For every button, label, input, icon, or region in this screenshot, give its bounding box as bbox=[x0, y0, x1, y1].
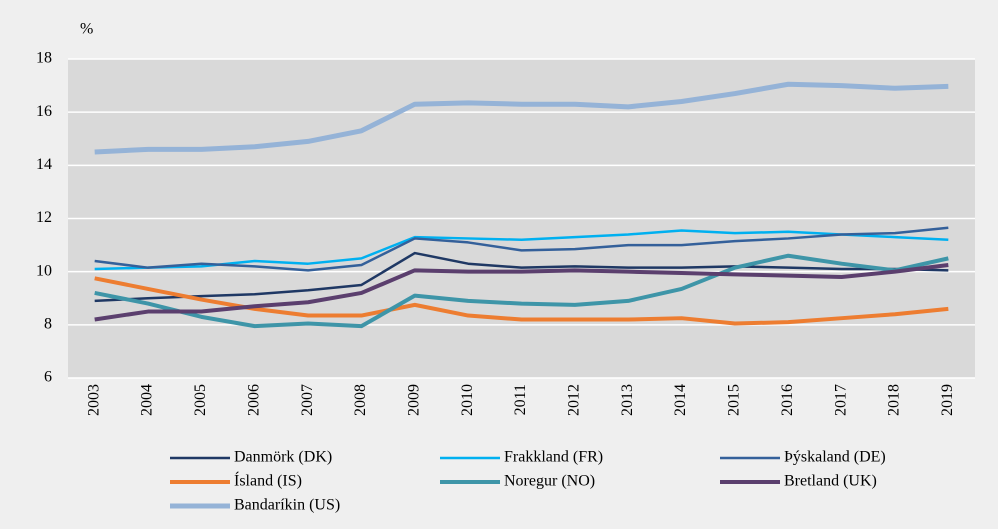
y-tick-label: 6 bbox=[44, 369, 52, 386]
y-tick-label: 16 bbox=[36, 103, 52, 120]
x-tick-label: 2006 bbox=[245, 384, 262, 416]
legend-label: Bandaríkin (US) bbox=[234, 497, 340, 514]
x-tick-label: 2015 bbox=[726, 384, 743, 416]
x-tick-label: 2018 bbox=[886, 384, 903, 416]
series-line bbox=[94, 276, 949, 326]
y-tick-label: 8 bbox=[44, 316, 52, 333]
series-line bbox=[94, 81, 949, 155]
y-tick-label: 18 bbox=[36, 50, 52, 67]
series-line bbox=[94, 251, 949, 303]
x-tick-label: 2007 bbox=[299, 384, 316, 416]
legend-label: Frakkland (FR) bbox=[504, 449, 603, 466]
x-tick-label: 2005 bbox=[192, 384, 209, 416]
x-tick-label: 2003 bbox=[85, 384, 102, 416]
x-tick-label: 2008 bbox=[352, 384, 369, 416]
x-tick-label: 2012 bbox=[566, 384, 583, 416]
legend-label: Noregur (NO) bbox=[504, 473, 595, 490]
legend-label: Danmörk (DK) bbox=[234, 449, 332, 466]
legend-label: Bretland (UK) bbox=[784, 473, 877, 490]
series-line bbox=[94, 226, 949, 272]
y-tick-label: 10 bbox=[36, 262, 52, 279]
x-tick-label: 2014 bbox=[672, 384, 689, 416]
series-line bbox=[94, 229, 949, 271]
x-tick-label: 2013 bbox=[619, 384, 636, 416]
y-tick-label: 14 bbox=[36, 156, 52, 173]
x-tick-label: 2004 bbox=[139, 384, 156, 416]
x-tick-label: 2009 bbox=[405, 384, 422, 416]
x-tick-label: 2017 bbox=[832, 384, 849, 416]
legend-label: Ísland (IS) bbox=[234, 471, 302, 490]
x-tick-label: 2016 bbox=[779, 384, 796, 416]
y-axis-label: % bbox=[80, 21, 93, 38]
x-tick-label: 2011 bbox=[512, 384, 529, 415]
x-tick-label: 2019 bbox=[939, 384, 956, 416]
y-tick-label: 12 bbox=[36, 209, 52, 226]
series-line bbox=[94, 253, 949, 329]
legend-label: Þýskaland (DE) bbox=[784, 449, 886, 466]
x-tick-label: 2010 bbox=[459, 384, 476, 416]
series-line bbox=[94, 263, 949, 322]
